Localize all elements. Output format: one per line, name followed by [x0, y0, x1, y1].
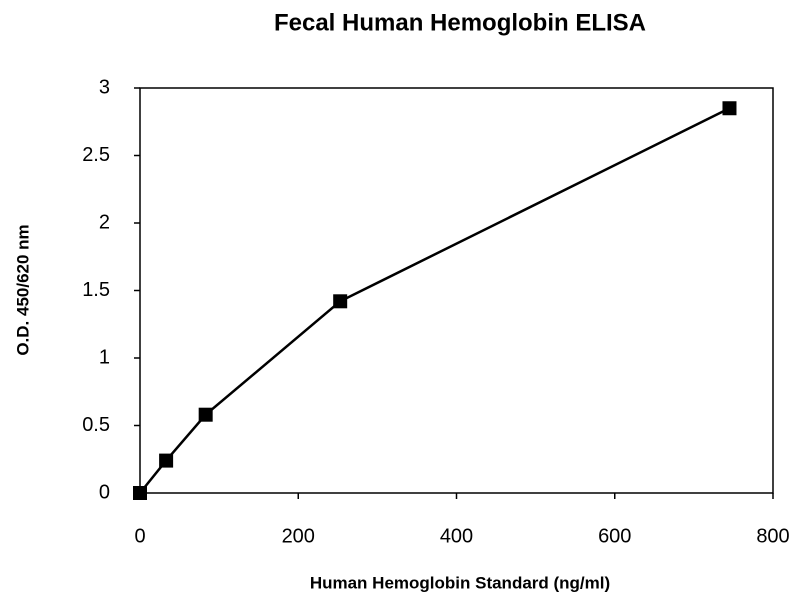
chart-title: Fecal Human Hemoglobin ELISA — [274, 9, 646, 36]
data-point — [333, 294, 348, 309]
y-tick-label: 3 — [99, 76, 110, 98]
x-tick-label: 800 — [756, 525, 789, 547]
data-line — [139, 107, 731, 494]
x-axis-title: Human Hemoglobin Standard (ng/ml) — [310, 573, 610, 592]
data-point — [722, 101, 737, 116]
x-tick-label: 400 — [440, 525, 473, 547]
y-tick-label: 0 — [99, 481, 110, 503]
x-tick-label: 0 — [134, 525, 145, 547]
data-point — [133, 486, 147, 500]
x-tick-label: 200 — [282, 525, 315, 547]
y-tick-label: 1 — [99, 346, 110, 368]
data-point — [159, 453, 174, 468]
y-tick-label: 2 — [99, 211, 110, 233]
data-point — [198, 407, 213, 422]
y-tick-label: 2.5 — [82, 144, 110, 166]
y-axis-title: O.D. 450/620 nm — [13, 224, 32, 355]
plot-frame — [139, 87, 774, 494]
x-tick-label: 600 — [598, 525, 631, 547]
y-tick-label: 1.5 — [82, 279, 110, 301]
y-tick-label: 0.5 — [82, 414, 110, 436]
